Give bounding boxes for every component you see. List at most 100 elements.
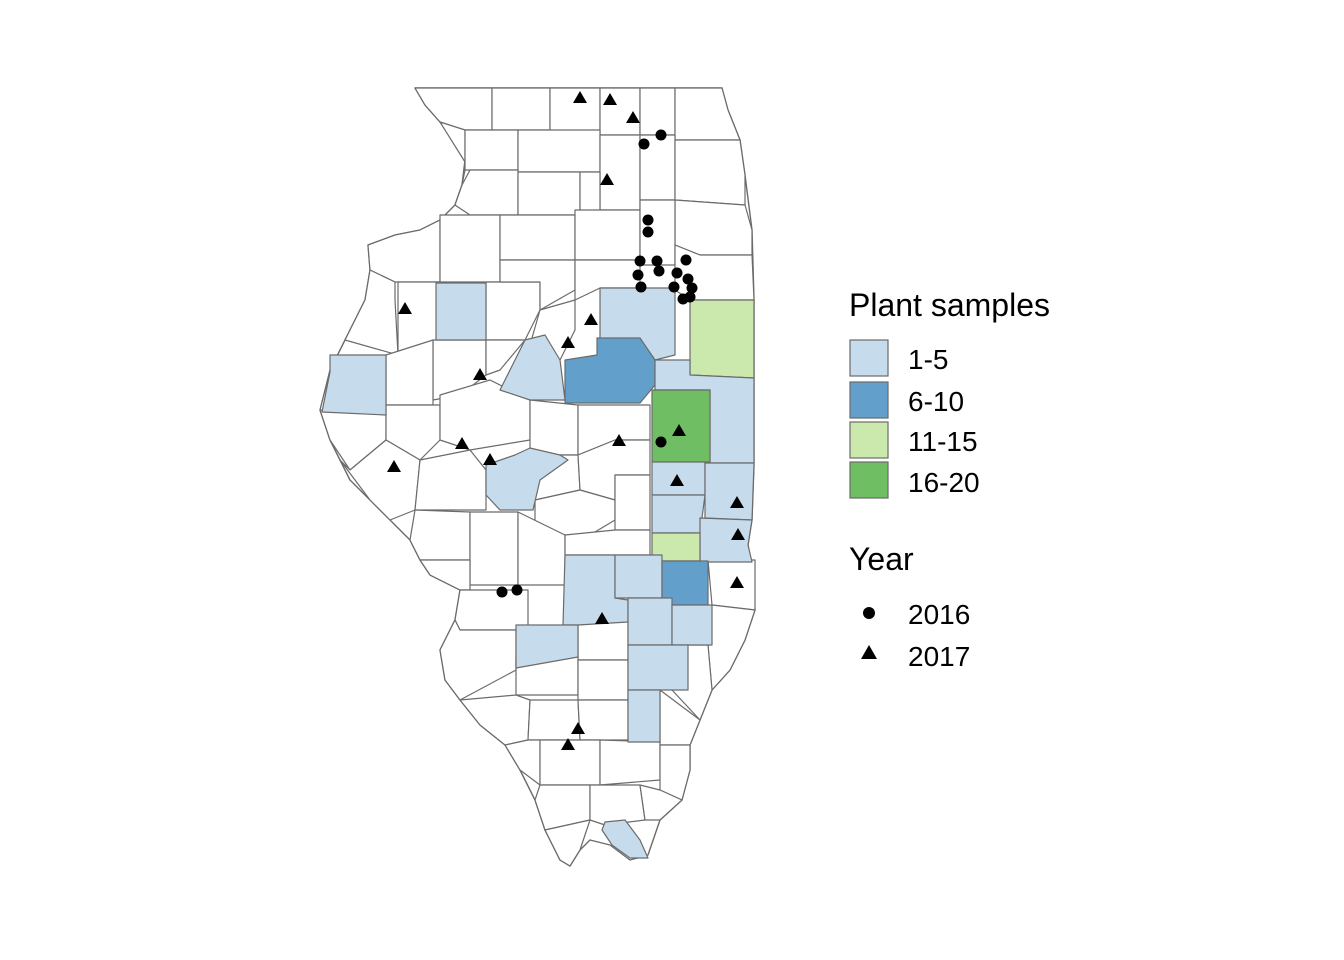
legend-shape-title: Year xyxy=(849,541,914,577)
county xyxy=(574,209,641,261)
point-2017 xyxy=(730,576,744,588)
point-2017 xyxy=(398,302,412,314)
legend-fill-title: Plant samples xyxy=(849,287,1050,323)
point-2016 xyxy=(668,281,680,293)
county xyxy=(674,139,746,206)
county xyxy=(589,784,646,826)
county-16-20 xyxy=(651,389,711,463)
point-2016 xyxy=(682,273,694,285)
point-2017 xyxy=(561,738,575,750)
county xyxy=(504,739,541,786)
county-1-5 xyxy=(321,354,387,416)
point-2016 xyxy=(653,265,665,277)
point-2016 xyxy=(686,282,698,294)
point-2017 xyxy=(672,424,686,436)
counties xyxy=(319,87,756,867)
point-2016 xyxy=(642,226,654,238)
point-2017 xyxy=(670,474,684,486)
county-1-5 xyxy=(627,644,689,691)
county xyxy=(674,199,753,256)
point-2016 xyxy=(671,267,683,279)
county xyxy=(549,87,601,136)
county xyxy=(599,87,641,136)
point-2016 xyxy=(634,255,646,267)
sample-points-2017 xyxy=(387,91,745,750)
legend-triangle-marker xyxy=(861,645,877,659)
legend-swatch xyxy=(849,421,889,459)
point-2017 xyxy=(603,93,617,105)
point-2017 xyxy=(595,612,609,624)
county xyxy=(464,129,519,171)
county xyxy=(414,449,487,511)
county-1-5 xyxy=(601,819,649,859)
point-2016 xyxy=(680,254,692,266)
county xyxy=(414,87,493,131)
point-2016 xyxy=(642,214,654,226)
county xyxy=(385,404,441,461)
point-2016 xyxy=(496,586,508,598)
county xyxy=(459,694,531,746)
legend-swatch xyxy=(849,339,889,377)
legend-shape-label: 2016 xyxy=(908,599,970,630)
county-1-5 xyxy=(704,462,755,521)
county xyxy=(491,87,551,131)
county xyxy=(707,604,756,691)
county xyxy=(614,474,651,531)
legend-shape-item: 2016 xyxy=(863,599,970,630)
county-1-5 xyxy=(671,604,713,646)
county xyxy=(344,269,399,356)
point-2016 xyxy=(655,436,667,448)
county xyxy=(419,559,471,591)
county xyxy=(517,171,581,216)
county xyxy=(439,619,517,701)
county xyxy=(409,509,471,561)
legend-shape-item: 2017 xyxy=(861,641,970,672)
county xyxy=(454,589,529,631)
county-1-5 xyxy=(515,624,579,669)
point-2016 xyxy=(511,584,523,596)
point-2017 xyxy=(387,460,401,472)
county xyxy=(639,784,683,821)
legend-fill-label: 1-5 xyxy=(908,344,948,375)
point-2017 xyxy=(731,528,745,540)
point-2016 xyxy=(632,269,644,281)
point-2016 xyxy=(655,129,667,141)
point-2017 xyxy=(730,496,744,508)
legend-circle-marker xyxy=(863,607,875,619)
legend-shape-label: 2017 xyxy=(908,641,970,672)
point-2017 xyxy=(600,173,614,185)
point-2017 xyxy=(561,336,575,348)
county xyxy=(485,281,541,341)
county xyxy=(544,819,591,867)
county-6-10 xyxy=(564,337,656,404)
county xyxy=(439,214,501,283)
sample-points-2016 xyxy=(496,129,698,598)
legend-fill-label: 16-20 xyxy=(908,467,980,498)
county xyxy=(577,659,629,701)
point-2016 xyxy=(677,293,689,305)
legend-fill-item: 11-15 xyxy=(849,421,978,459)
point-2017 xyxy=(455,437,469,449)
legend-fill-item: 16-20 xyxy=(849,461,980,499)
county xyxy=(579,171,601,216)
county xyxy=(499,214,576,261)
county xyxy=(529,399,579,456)
legend-fill-item: 6-10 xyxy=(849,381,964,419)
legend-swatch xyxy=(849,381,889,419)
county-11-15 xyxy=(689,299,755,379)
county xyxy=(517,129,601,173)
point-2016 xyxy=(638,138,650,150)
county xyxy=(367,219,441,283)
point-2017 xyxy=(626,111,640,123)
county xyxy=(577,699,629,741)
county xyxy=(599,739,661,786)
county xyxy=(564,529,651,556)
county xyxy=(639,87,676,136)
point-2017 xyxy=(571,722,585,734)
point-2017 xyxy=(584,313,598,325)
point-2016 xyxy=(635,281,647,293)
legend: Plant samples 1-5 6-10 11-15 16-20 Year … xyxy=(849,287,1050,672)
county-1-5 xyxy=(499,334,566,401)
legend-swatch xyxy=(849,461,889,499)
point-2016 xyxy=(651,255,663,267)
